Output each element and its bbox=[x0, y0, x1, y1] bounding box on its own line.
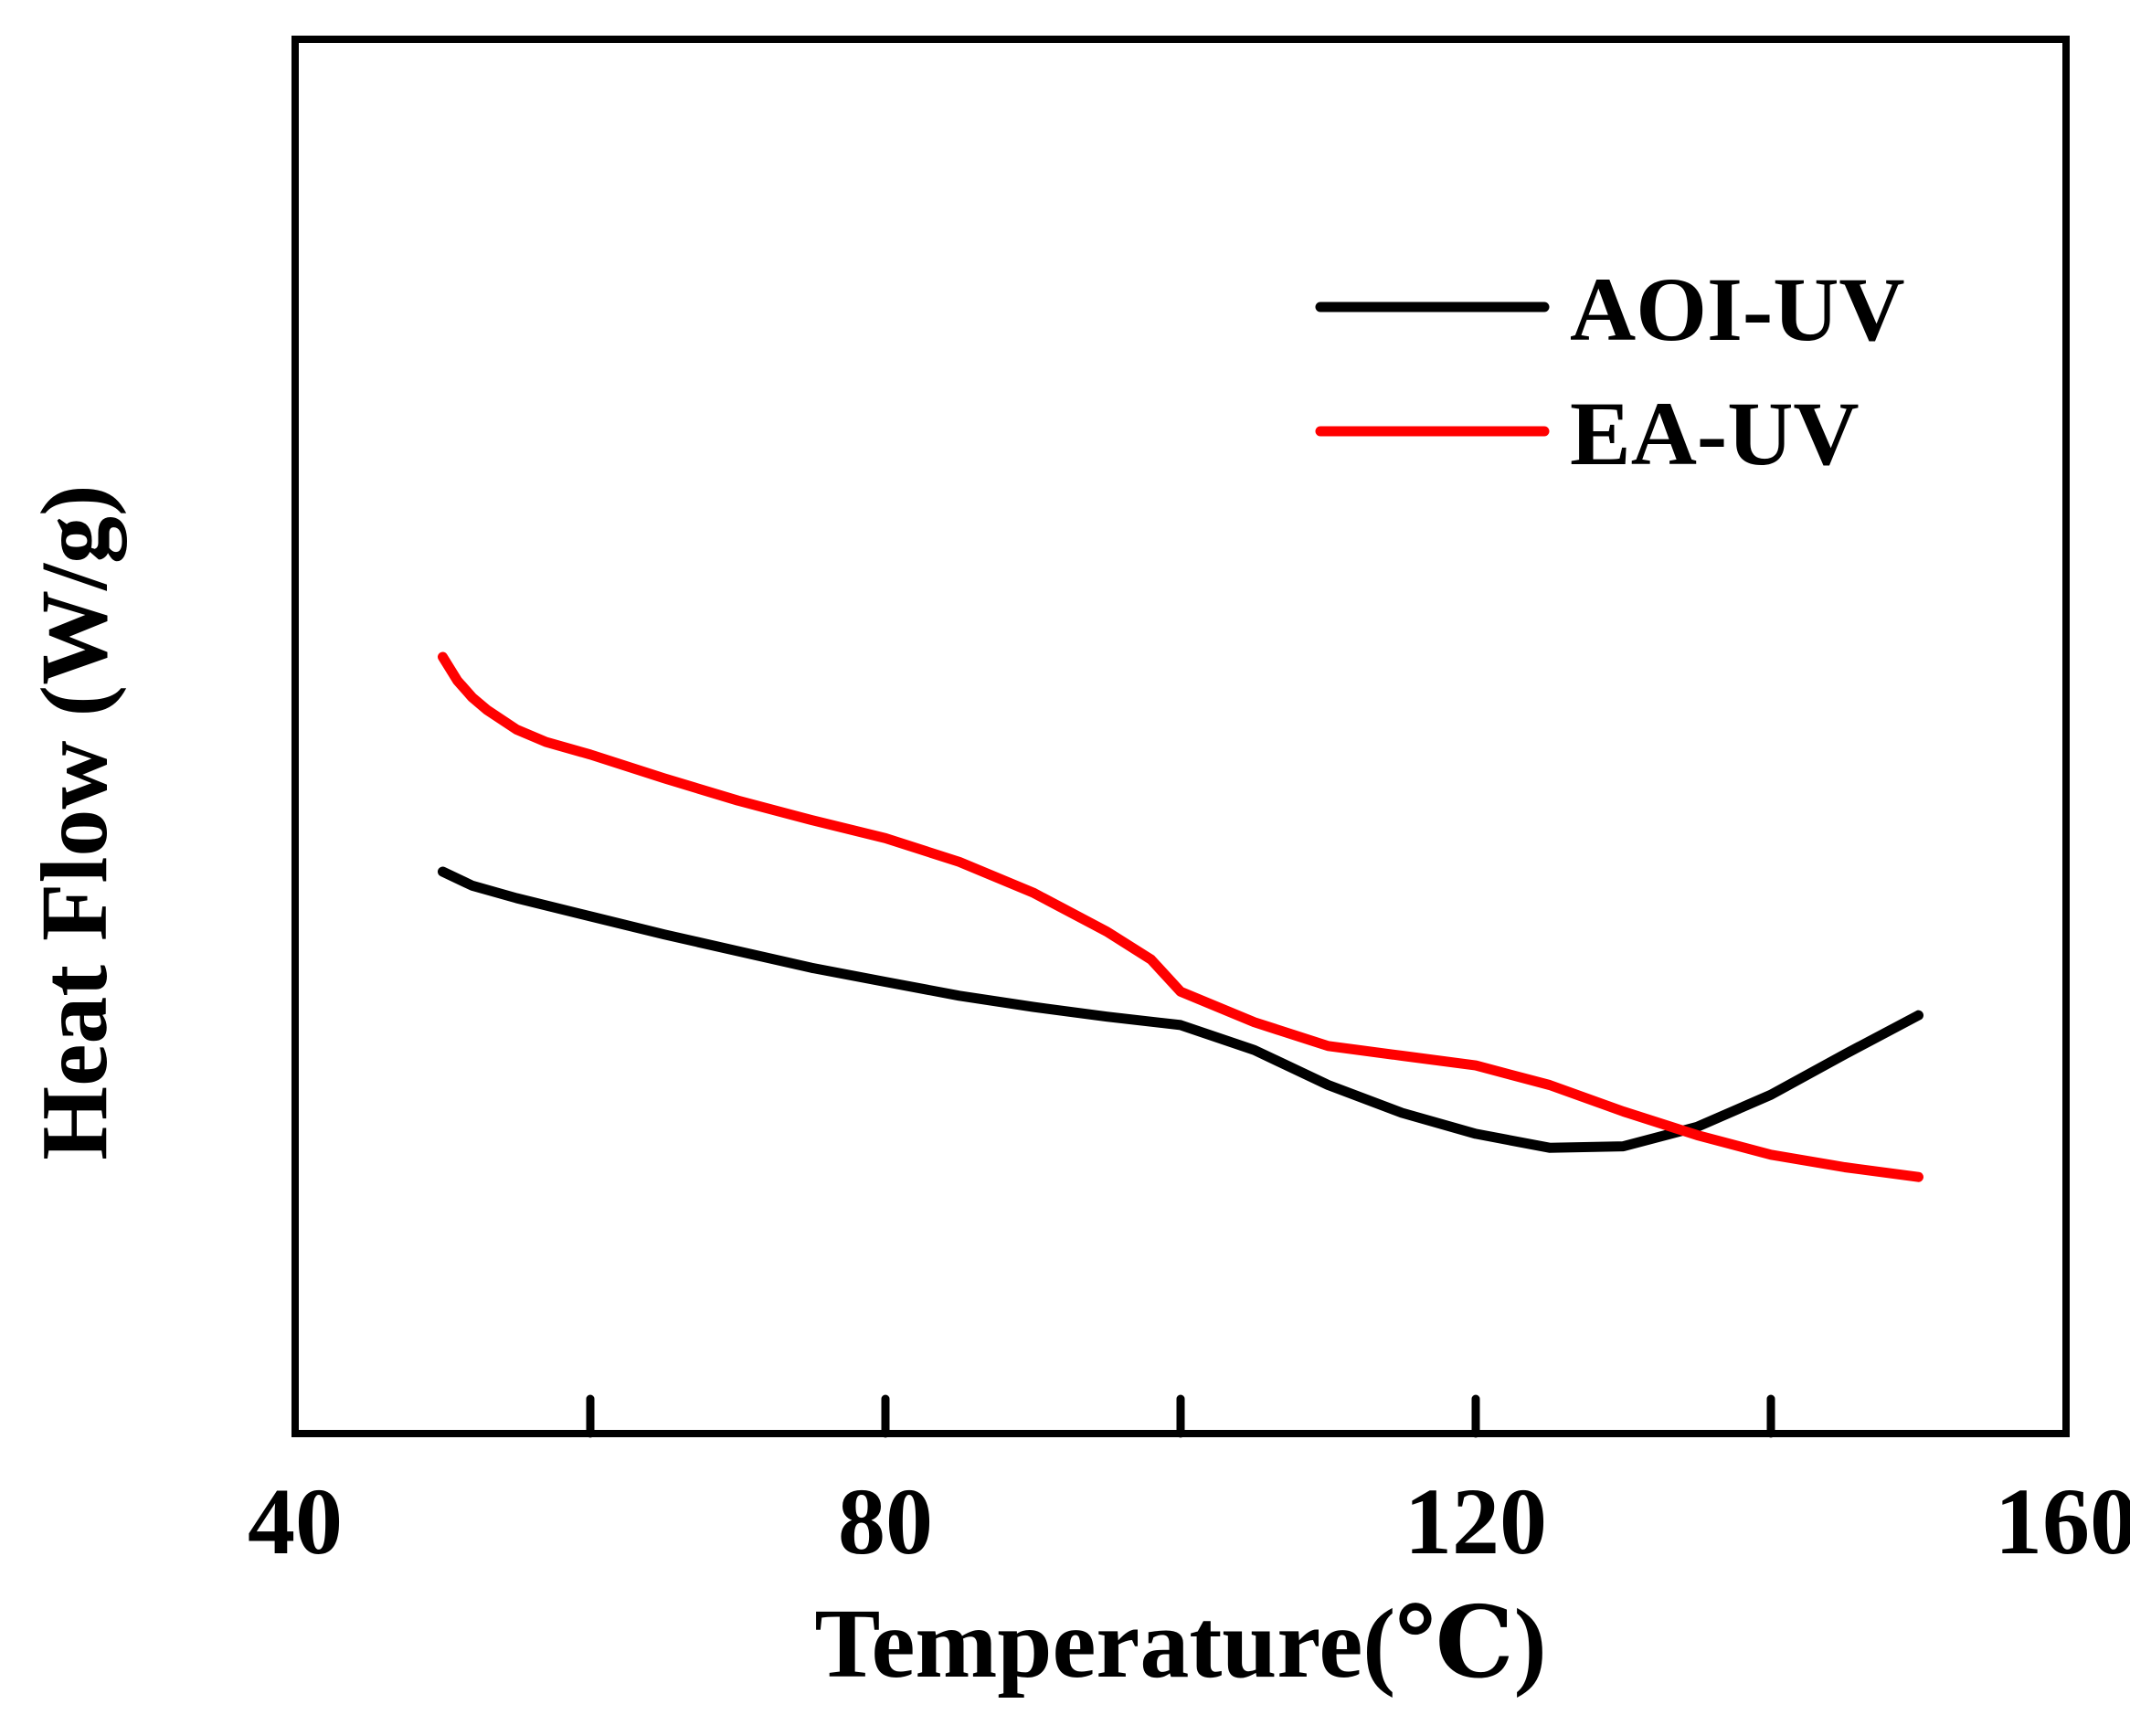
x-tick-label-40: 40 bbox=[248, 1469, 343, 1574]
x-tick-label-160: 160 bbox=[1995, 1469, 2130, 1574]
series-lines bbox=[438, 651, 1923, 1182]
x-axis-tick-labels: 40 80 120 160 bbox=[248, 1469, 2130, 1574]
plot-frame bbox=[291, 36, 2070, 1437]
legend-label-aoi-uv: AOI-UV bbox=[1570, 259, 1905, 360]
y-axis-label: Heat Flow (W/g) bbox=[22, 484, 127, 1159]
series-line-aoi-uv bbox=[438, 866, 1923, 1153]
x-tick-label-120: 120 bbox=[1404, 1469, 1547, 1574]
x-axis-label: Temperature(℃) bbox=[814, 1590, 1546, 1699]
x-axis-ticks bbox=[586, 1394, 1775, 1438]
legend-label-ea-uv: EA-UV bbox=[1570, 383, 1860, 484]
x-tick-label-80: 80 bbox=[838, 1469, 933, 1574]
legend: AOI-UV EA-UV bbox=[1315, 259, 1905, 484]
series-line-ea-uv bbox=[438, 651, 1923, 1182]
